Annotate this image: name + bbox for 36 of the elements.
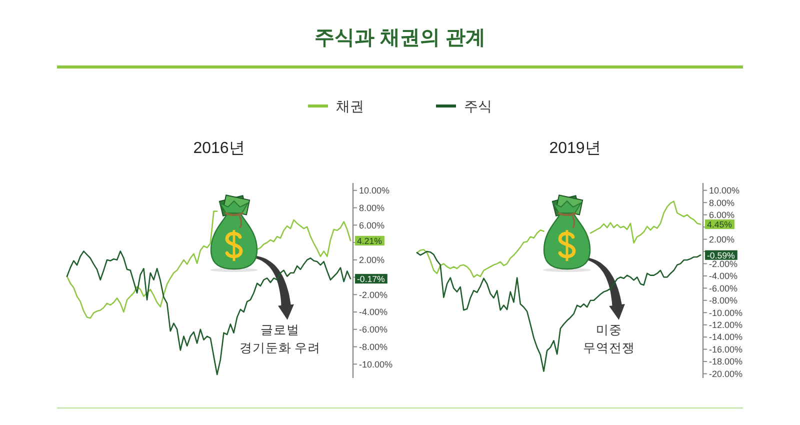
line-series [416, 250, 702, 372]
y-tick-label: -18.00% [709, 356, 743, 367]
y-tick-label: 2.00% [709, 234, 735, 244]
y-tick-label: 6.00% [359, 220, 385, 230]
text: 주식과 채권의 관계 [314, 27, 486, 49]
annotation: 미중 무역전쟁 [583, 323, 635, 356]
annotation: 글로벌 경기둔화 우려 [239, 323, 321, 356]
y-tick-label: 10.00% [359, 186, 390, 196]
y-tick-label: 2.00% [359, 255, 385, 266]
y-tick-label: -6.00% [709, 283, 738, 294]
legend-label: 주식 [464, 98, 492, 114]
y-tick-label: -8.00% [709, 296, 738, 306]
line-series [66, 250, 352, 376]
data-label: 4.21% [357, 236, 382, 246]
y-tick-label: -12.00% [709, 320, 743, 330]
y-tick-label: 10.00% [709, 186, 740, 196]
chart-subtitle: 2016년 [193, 140, 245, 157]
y-tick-label: -16.00% [709, 344, 743, 354]
y-tick-label: -4.00% [709, 271, 738, 282]
y-tick-label: -10.00% [709, 308, 743, 318]
y-tick-label: -10.00% [359, 359, 393, 370]
y-tick-label: -2.00% [359, 290, 388, 300]
data-label: -0.17% [357, 274, 386, 284]
data-label: 4.45% [707, 219, 732, 230]
y-tick-label: -20.00% [709, 368, 743, 379]
chart-subtitle: 2019년 [549, 140, 601, 157]
y-tick-label: -14.00% [709, 332, 743, 342]
data-label: -0.59% [707, 250, 736, 260]
legend-label: 채권 [336, 98, 364, 114]
y-tick-label: -6.00% [359, 324, 388, 335]
y-tick-label: -4.00% [359, 307, 388, 318]
y-tick-label: 6.00% [709, 210, 735, 220]
y-tick-label: 8.00% [359, 202, 385, 213]
y-tick-label: -2.00% [709, 258, 738, 269]
y-tick-label: -8.00% [359, 342, 388, 352]
y-tick-label: 8.00% [709, 198, 735, 208]
